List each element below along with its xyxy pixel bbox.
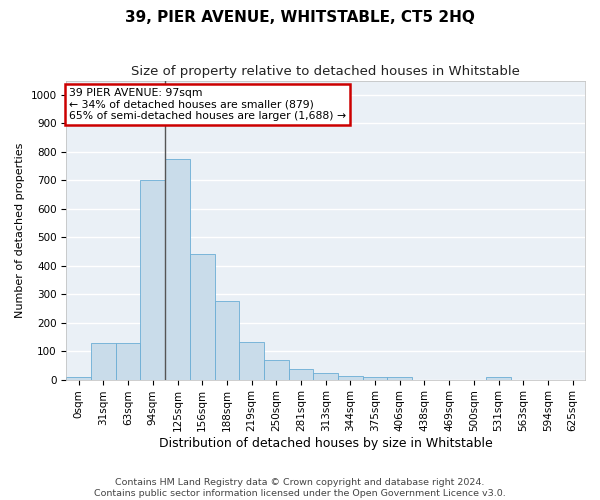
Bar [363, 376, 388, 380]
X-axis label: Distribution of detached houses by size in Whitstable: Distribution of detached houses by size … [159, 437, 493, 450]
Bar [239, 342, 264, 380]
Bar [116, 343, 140, 380]
Bar [215, 302, 239, 380]
Bar [289, 369, 313, 380]
Title: Size of property relative to detached houses in Whitstable: Size of property relative to detached ho… [131, 65, 520, 78]
Bar [486, 378, 511, 380]
Text: 39 PIER AVENUE: 97sqm
← 34% of detached houses are smaller (879)
65% of semi-det: 39 PIER AVENUE: 97sqm ← 34% of detached … [69, 88, 346, 121]
Bar [338, 376, 363, 380]
Bar [165, 159, 190, 380]
Bar [264, 360, 289, 380]
Y-axis label: Number of detached properties: Number of detached properties [15, 142, 25, 318]
Bar [67, 378, 91, 380]
Bar [91, 343, 116, 380]
Text: 39, PIER AVENUE, WHITSTABLE, CT5 2HQ: 39, PIER AVENUE, WHITSTABLE, CT5 2HQ [125, 10, 475, 25]
Bar [190, 254, 215, 380]
Bar [140, 180, 165, 380]
Bar [313, 373, 338, 380]
Text: Contains HM Land Registry data © Crown copyright and database right 2024.
Contai: Contains HM Land Registry data © Crown c… [94, 478, 506, 498]
Bar [388, 378, 412, 380]
